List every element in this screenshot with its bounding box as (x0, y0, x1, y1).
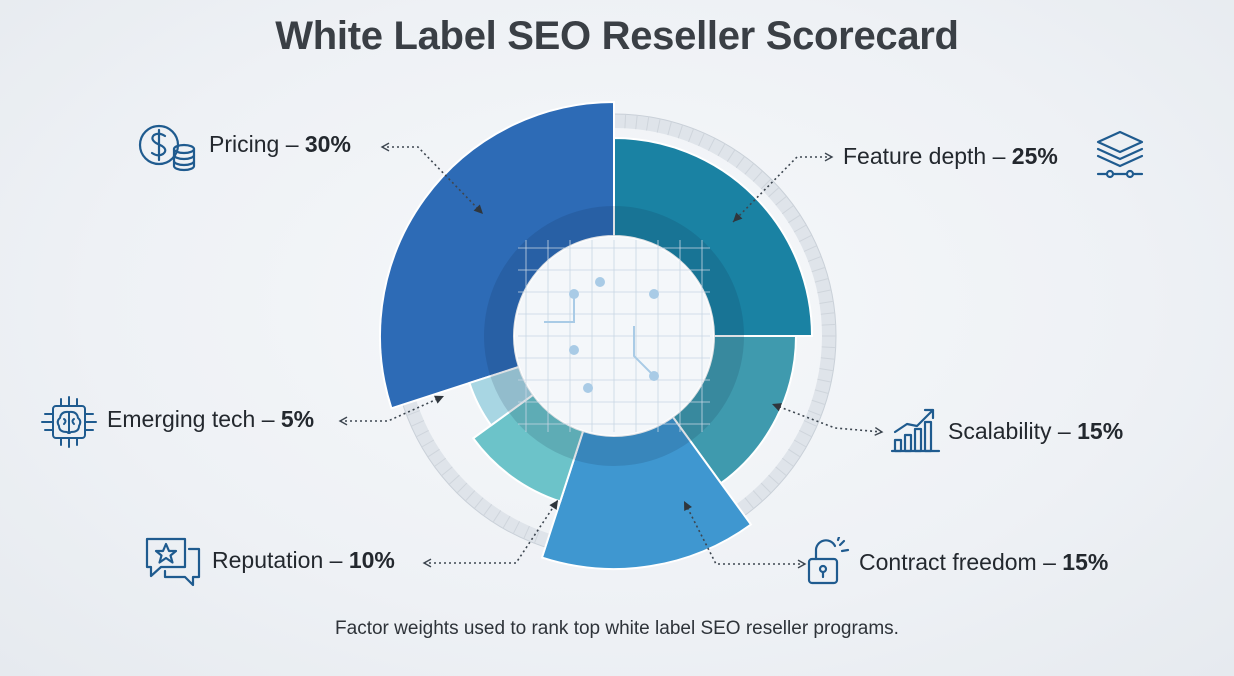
growth-chart-icon (889, 402, 943, 456)
slice-shade-feature-depth (614, 206, 744, 336)
label-connectors (338, 142, 884, 569)
slice-pricing (379, 100, 615, 410)
chart-caption: Factor weights used to rank top white la… (335, 618, 899, 639)
connector-reputation (424, 499, 559, 564)
chart-slices (379, 100, 814, 570)
slice-label-pricing: Pricing – 30% (209, 131, 351, 157)
slice-name-feature-depth: Feature depth (843, 143, 987, 169)
slice-value-contract-freedom: 15% (1062, 549, 1109, 575)
slice-name-reputation: Reputation (212, 547, 324, 573)
arrow-tail-contract-freedom (797, 559, 807, 569)
slice-name-emerging-tech: Emerging tech (107, 406, 256, 432)
slice-value-scalability: 15% (1077, 418, 1124, 444)
layers-icon (1092, 128, 1148, 182)
arrowhead-emerging-tech (434, 395, 444, 404)
slice-label-feature-depth: Feature depth – 25% (843, 143, 1058, 169)
slice-name-pricing: Pricing (209, 131, 280, 157)
slice-label-contract-freedom: Contract freedom – 15% (859, 549, 1109, 575)
slice-value-emerging-tech: 5% (280, 406, 315, 432)
slice-feature-depth (613, 136, 814, 337)
ai-brain-chip-icon (39, 394, 99, 450)
arrowhead-reputation (549, 500, 558, 510)
arrowhead-scalability (772, 403, 782, 412)
slice-label-scalability: Scalability – 15% (948, 418, 1124, 444)
center-circuit-decoration (518, 240, 710, 432)
slice-reputation (471, 393, 585, 503)
slice-value-reputation: 10% (348, 547, 395, 573)
arrow-tail-emerging-tech (338, 416, 348, 426)
slice-label-emerging-tech: Emerging tech – 5% (107, 406, 315, 432)
slice-name-contract-freedom: Contract freedom (859, 549, 1037, 575)
arrowhead-feature-depth (733, 212, 743, 222)
slice-shade-scalability (672, 336, 744, 442)
dollar-coins-icon (137, 121, 201, 173)
slice-shade-emerging-tech (490, 366, 534, 413)
connector-emerging-tech (340, 395, 445, 422)
connector-pricing (382, 146, 484, 215)
slice-shade-reputation (508, 394, 584, 460)
slice-value-pricing: 30% (304, 131, 351, 157)
arrow-tail-pricing (380, 142, 390, 152)
connector-contract-freedom (683, 500, 805, 565)
slice-label-reputation: Reputation – 10% (212, 547, 395, 573)
slice-shade-pricing (483, 206, 614, 377)
arrow-tail-feature-depth (824, 152, 834, 162)
slice-emerging-tech (468, 365, 535, 427)
arrowhead-contract-freedom (684, 501, 692, 511)
chart-title: White Label SEO Reseller Scorecard (275, 14, 959, 58)
arrowhead-pricing (473, 204, 483, 214)
slice-value-feature-depth: 25% (1011, 143, 1058, 169)
inner-ring-shade (483, 206, 744, 466)
arrow-tail-scalability (874, 426, 884, 436)
slice-shade-contract-freedom (573, 416, 691, 466)
unlocked-padlock-icon (804, 537, 854, 589)
arrow-tail-reputation (422, 558, 432, 568)
star-chat-icon (143, 535, 203, 589)
slice-name-scalability: Scalability (948, 418, 1052, 444)
connector-scalability (771, 403, 883, 433)
connector-feature-depth (732, 156, 832, 223)
